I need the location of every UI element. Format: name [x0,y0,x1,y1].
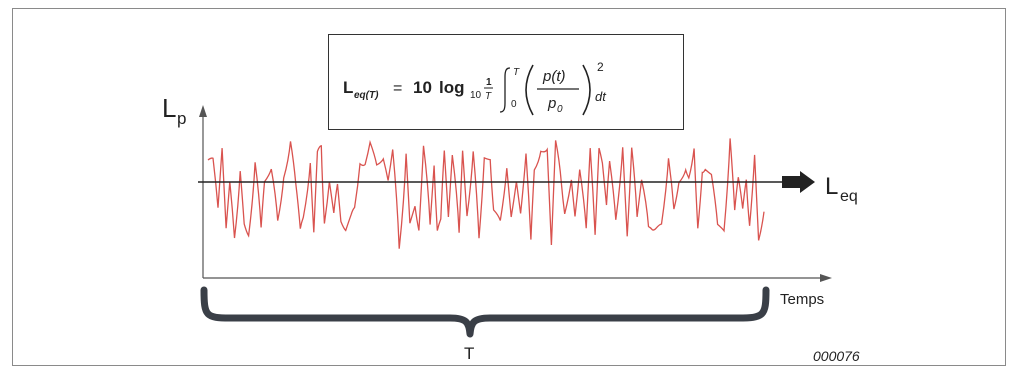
formula-log: log [439,78,465,97]
formula-coefficient: 10 [413,78,432,97]
x-axis-arrow [820,274,832,282]
leq-label: L [825,173,838,200]
integral-sign [499,67,511,113]
figure-code: 000076 [813,348,860,364]
y-axis-arrow [199,105,207,117]
y-axis-label-sub: p [177,109,186,128]
period-label: T [464,344,474,363]
formula-lhs: L [343,78,353,97]
formula-lhs-sub: eq(T) [354,90,379,101]
formula-int-upper: T [513,67,520,78]
right-paren [582,64,591,116]
formula-exponent: 2 [597,60,604,74]
formula-differential: dt [595,89,607,104]
formula-ratio-den-sub: 0 [557,104,563,115]
leq-formula: L eq(T) = 10 log 10 1 T T 0 p(t) p 0 2 d… [343,60,607,116]
y-axis-label: L [162,93,176,123]
formula-frac-num: 1 [486,77,492,88]
formula-int-lower: 0 [511,99,517,110]
formula-frac-den: T [485,91,492,102]
formula-box: L eq(T) = 10 log 10 1 T T 0 p(t) p 0 2 d… [328,34,684,130]
formula-ratio-num: p(t) [542,68,566,85]
sound-pressure-level-signal [207,138,765,249]
formula-equals: = [393,80,402,97]
leq-arrow [782,171,815,193]
formula-log-base: 10 [470,90,482,101]
formula-ratio-den: p [547,95,556,112]
x-axis-label: Temps [780,291,824,308]
left-paren [525,64,534,116]
leq-label-sub: eq [840,188,858,205]
period-brace [200,286,770,338]
